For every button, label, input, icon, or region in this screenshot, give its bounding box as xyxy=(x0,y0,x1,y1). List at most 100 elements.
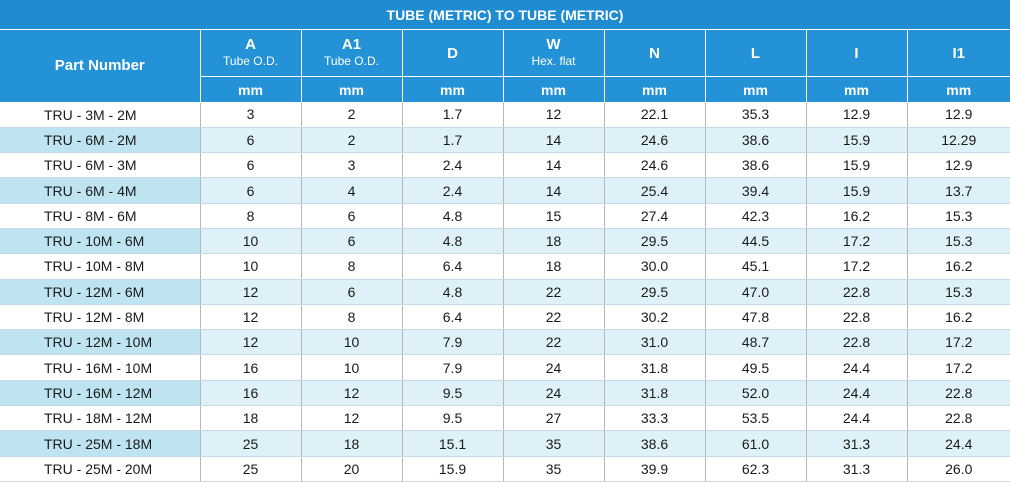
table-cell: 22.8 xyxy=(806,329,908,356)
table-cell: 17.2 xyxy=(806,228,908,255)
table-cell: 6 xyxy=(301,228,403,255)
table-cell: 2.4 xyxy=(402,177,504,204)
table-cell: 10 xyxy=(200,228,302,255)
table-row: TRU - 25M - 18M 25 18 15.1 35 38.6 61.0 31.3 24.… xyxy=(0,430,1010,457)
table-cell: 10 xyxy=(301,329,403,356)
table-cell: 52.0 xyxy=(705,380,807,407)
table-cell: 12 xyxy=(503,102,605,128)
column-header: W Hex. flat xyxy=(503,29,605,77)
table-cell: 17.2 xyxy=(907,329,1010,356)
table-cell: 30.0 xyxy=(604,253,706,280)
table-row: TRU - 10M - 6M 10 6 4.8 18 29.5 44.5 17.2 15.3 xyxy=(0,228,1010,255)
table-cell: 12 xyxy=(200,304,302,331)
table-cell: 6 xyxy=(200,177,302,204)
table-cell: 12 xyxy=(200,279,302,305)
part-number-cell: TRU - 16M - 12M xyxy=(0,380,201,407)
unit-label: mm xyxy=(604,76,706,102)
table-cell: 16 xyxy=(200,354,302,381)
table-cell: 22 xyxy=(503,304,605,331)
table-cell: 31.8 xyxy=(604,380,706,407)
table-cell: 17.2 xyxy=(907,354,1010,381)
part-number-cell: TRU - 6M - 4M xyxy=(0,177,201,204)
table-cell: 61.0 xyxy=(705,430,807,457)
table-cell: 12 xyxy=(200,329,302,356)
table-cell: 2.4 xyxy=(402,152,504,179)
table-cell: 24.6 xyxy=(604,152,706,179)
table-cell: 24.4 xyxy=(907,430,1010,457)
table-cell: 31.3 xyxy=(806,430,908,457)
table-cell: 7.9 xyxy=(402,354,504,381)
table-row: TRU - 12M - 6M 12 6 4.8 22 29.5 47.0 22.8 15.3 xyxy=(0,279,1010,305)
table-cell: 22.8 xyxy=(907,405,1010,432)
table-cell: 53.5 xyxy=(705,405,807,432)
table-cell: 47.8 xyxy=(705,304,807,331)
table-row: TRU - 10M - 8M 10 8 6.4 18 30.0 45.1 17.2 16.2 xyxy=(0,253,1010,280)
table-cell: 26.0 xyxy=(907,456,1010,482)
table-cell: 48.7 xyxy=(705,329,807,356)
table-cell: 15.3 xyxy=(907,228,1010,255)
table-row: TRU - 16M - 12M 16 12 9.5 24 31.8 52.0 24.4 22.8 xyxy=(0,380,1010,407)
table-cell: 4 xyxy=(301,177,403,204)
table-cell: 15 xyxy=(503,203,605,229)
column-header: A1 Tube O.D. xyxy=(301,29,403,77)
table-cell: 15.9 xyxy=(806,127,908,154)
table-cell: 18 xyxy=(503,228,605,255)
table-cell: 24 xyxy=(503,380,605,407)
table-cell: 4.8 xyxy=(402,203,504,229)
table-cell: 22.8 xyxy=(806,304,908,331)
table-cell: 39.4 xyxy=(705,177,807,204)
table-cell: 27.4 xyxy=(604,203,706,229)
table-row: TRU - 6M - 2M 6 2 1.7 14 24.6 38.6 15.9 12.29 xyxy=(0,127,1010,154)
table-cell: 3 xyxy=(301,152,403,179)
table-cell: 31.8 xyxy=(604,354,706,381)
table-row: TRU - 8M - 6M 8 6 4.8 15 27.4 42.3 16.2 15.3 xyxy=(0,203,1010,229)
table-cell: 12 xyxy=(301,380,403,407)
table-cell: 6 xyxy=(200,152,302,179)
table-cell: 31.3 xyxy=(806,456,908,482)
table-cell: 42.3 xyxy=(705,203,807,229)
table-cell: 2 xyxy=(301,102,403,128)
table-cell: 25 xyxy=(200,456,302,482)
part-number-cell: TRU - 12M - 10M xyxy=(0,329,201,356)
table-cell: 22.1 xyxy=(604,102,706,128)
table-cell: 18 xyxy=(503,253,605,280)
part-number-cell: TRU - 6M - 2M xyxy=(0,127,201,154)
table-cell: 14 xyxy=(503,177,605,204)
unit-row: mm mm mm mm mm mm mm mm xyxy=(0,76,1010,102)
part-number-cell: TRU - 12M - 6M xyxy=(0,279,201,305)
table-row: TRU - 12M - 8M 12 8 6.4 22 30.2 47.8 22.8 16.2 xyxy=(0,304,1010,331)
table-cell: 18 xyxy=(200,405,302,432)
table-cell: 24.4 xyxy=(806,405,908,432)
table-cell: 35.3 xyxy=(705,102,807,128)
column-header: D xyxy=(402,29,504,77)
table-cell: 22.8 xyxy=(806,279,908,305)
table-cell: 2 xyxy=(301,127,403,154)
unit-label: mm xyxy=(503,76,605,102)
table-cell: 24 xyxy=(503,354,605,381)
part-number-cell: TRU - 12M - 8M xyxy=(0,304,201,331)
table-cell: 47.0 xyxy=(705,279,807,305)
table-row: TRU - 18M - 12M 18 12 9.5 27 33.3 53.5 24.4 22.8 xyxy=(0,405,1010,432)
part-number-cell: TRU - 8M - 6M xyxy=(0,203,201,229)
table-cell: 30.2 xyxy=(604,304,706,331)
table-cell: 3 xyxy=(200,102,302,128)
table-cell: 16 xyxy=(200,380,302,407)
part-number-cell: TRU - 10M - 6M xyxy=(0,228,201,255)
table-row: TRU - 6M - 4M 6 4 2.4 14 25.4 39.4 15.9 13.7 xyxy=(0,177,1010,204)
table-cell: 9.5 xyxy=(402,405,504,432)
table-cell: 4.8 xyxy=(402,228,504,255)
table-cell: 16.2 xyxy=(806,203,908,229)
column-header: A Tube O.D. xyxy=(200,29,302,77)
table-cell: 7.9 xyxy=(402,329,504,356)
table-title: TUBE (METRIC) TO TUBE (METRIC) xyxy=(0,0,1010,30)
table-cell: 1.7 xyxy=(402,102,504,128)
table-row: TRU - 16M - 10M 16 10 7.9 24 31.8 49.5 24.4 17.2 xyxy=(0,354,1010,381)
table-cell: 16.2 xyxy=(907,253,1010,280)
table-cell: 49.5 xyxy=(705,354,807,381)
table-cell: 24.4 xyxy=(806,380,908,407)
table-cell: 1.7 xyxy=(402,127,504,154)
table-cell: 29.5 xyxy=(604,228,706,255)
table-cell: 10 xyxy=(301,354,403,381)
table-cell: 33.3 xyxy=(604,405,706,432)
table-row: TRU - 6M - 3M 6 3 2.4 14 24.6 38.6 15.9 12.9 xyxy=(0,152,1010,179)
